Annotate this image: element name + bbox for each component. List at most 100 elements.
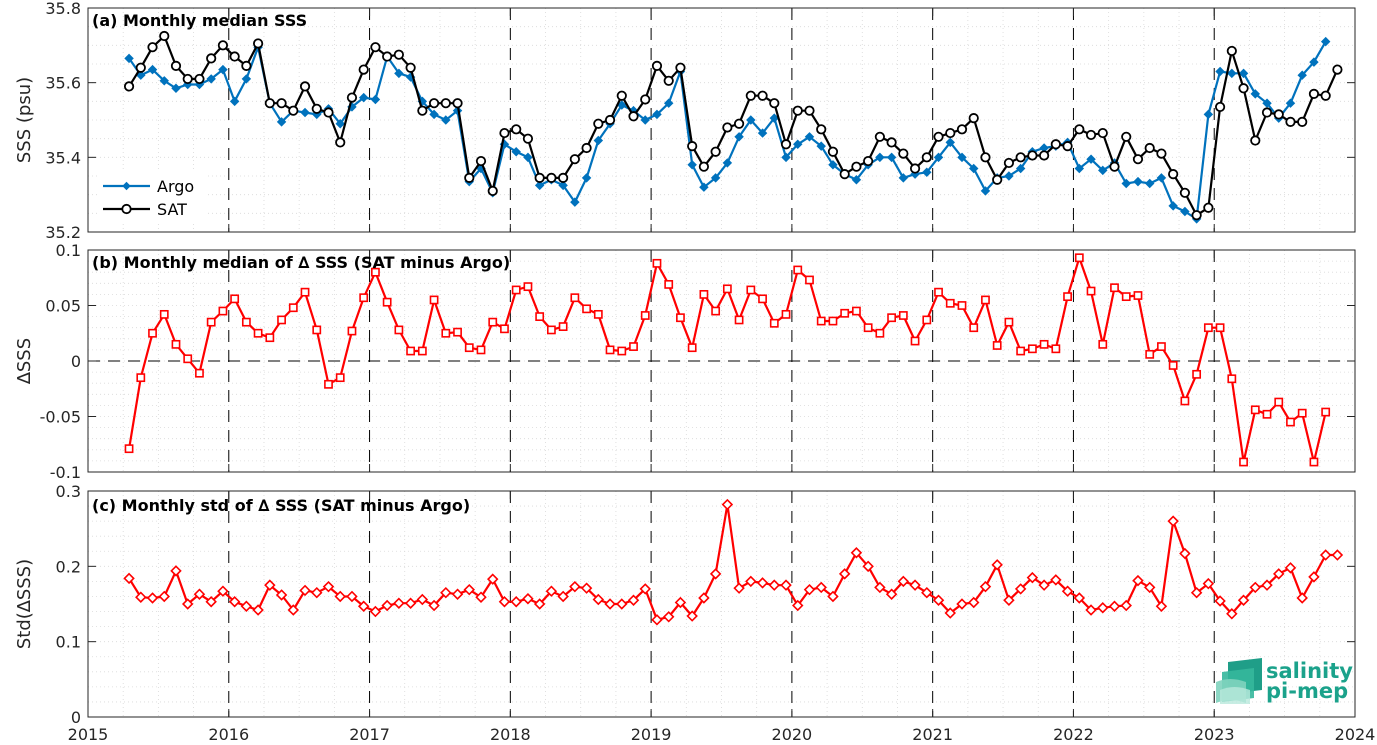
panel-c-series-point: [311, 586, 323, 599]
panel-a-sat-point: [417, 105, 428, 116]
panel-a-argo-point: [617, 100, 627, 110]
panel-c-series-point: [862, 560, 874, 573]
panel-a-grid: [88, 8, 1355, 232]
panel-a-sat-point: [945, 127, 956, 139]
panel-a-sat-point: [1261, 107, 1273, 118]
x-tick-label: 2019: [631, 725, 672, 744]
panel-a-argo-point: [968, 163, 979, 174]
panel-b-series-point: [617, 346, 627, 356]
panel-b-series-point: [758, 294, 767, 304]
panel-c-series-point: [1249, 581, 1262, 594]
panel-b-series-point: [206, 317, 216, 327]
panel-c-series-point: [322, 580, 335, 593]
panel-a-sat-point: [1273, 109, 1284, 120]
panel-a-sat-point: [1214, 101, 1226, 113]
panel-b-series-point: [852, 306, 861, 316]
panel-a-argo-point: [851, 175, 862, 185]
panel-c-series-point: [404, 597, 417, 609]
panel-a-sat-point: [1085, 129, 1097, 141]
panel-b-series-point: [664, 280, 674, 289]
panel-b-series-point: [230, 294, 240, 304]
panel-a-sat-point: [757, 90, 768, 101]
y-tick-label: -0.1: [50, 463, 81, 482]
panel-a-argo-point: [1074, 163, 1085, 174]
panel-c-series-point: [287, 604, 300, 616]
panel-c-series-point: [545, 585, 558, 597]
x-tick-label: 2015: [68, 725, 109, 744]
panel-b-series-point: [1262, 409, 1272, 419]
y-tick-label: 35.8: [45, 0, 81, 18]
panel-c-series-point: [1226, 608, 1238, 620]
panel-a-argo-point: [699, 182, 709, 192]
panel-b-series-point: [1110, 283, 1119, 293]
panel-c-series-point: [815, 581, 827, 594]
panel-a-argo-point: [241, 74, 252, 84]
panel-a-argo-point: [1250, 89, 1261, 99]
panel-b-series-point: [1168, 361, 1178, 370]
panel-b-series-point: [511, 285, 521, 295]
wave-logo-icon: [1216, 658, 1262, 704]
panel-a-sat-point: [1320, 90, 1331, 101]
panel-b-series-point: [300, 287, 310, 297]
panel-c-series-point: [135, 591, 147, 603]
panel-a-sat-point: [980, 152, 991, 163]
panel-a-sat-point: [1015, 152, 1026, 163]
panel-b-series-point: [1063, 292, 1072, 302]
panel-a-argo-point: [1086, 154, 1096, 164]
panel-a-argo-point: [1015, 163, 1026, 174]
panel-b-series-point: [476, 345, 486, 355]
panel-a-sat-point: [229, 51, 240, 62]
panel-c-series-point: [1108, 600, 1121, 612]
panel-a-sat-point: [299, 81, 311, 92]
panel-c-series-point: [205, 596, 217, 608]
panel-c-series-point: [1179, 547, 1191, 560]
legend-argo-marker: [122, 181, 131, 191]
panel-b-series-point: [1004, 317, 1014, 327]
panel-c-series-point: [299, 584, 311, 597]
panel-a-argo-point: [945, 137, 955, 148]
panel-b-series-point: [183, 354, 193, 364]
panel-a-argo-point: [1285, 98, 1296, 108]
panel-a-argo-point: [722, 158, 733, 168]
panel-a-argo-point: [687, 160, 697, 170]
panel-a-series: [123, 30, 1343, 224]
panel-a-sat-point: [147, 42, 158, 53]
panel-b-series-point: [1145, 349, 1155, 359]
panel-c-series-point: [627, 594, 640, 606]
x-tick-label: 2020: [772, 725, 813, 744]
panel-a-sat-point: [546, 172, 557, 183]
panel-a-argo-point: [206, 74, 216, 84]
panel-a-argo-point: [1133, 176, 1143, 187]
panel-b-series-point: [253, 328, 263, 338]
panel-a-sat-point: [992, 174, 1003, 185]
panel-a-argo-point: [652, 109, 662, 120]
panel-a-sat-point: [464, 172, 475, 183]
panel-b-series-point: [1227, 374, 1237, 384]
panel-a-sat-point: [769, 98, 780, 109]
panel-b-grid: [88, 250, 1355, 472]
panel-a-argo-point: [1297, 70, 1307, 80]
panel-b-series-point: [359, 293, 369, 303]
panel-b-series-point: [652, 258, 662, 268]
panel-c-series-point: [792, 599, 804, 612]
panel-c-series-point: [616, 598, 628, 610]
panel-a-y-ticks: 35.2 35.4 35.6 35.8: [45, 0, 1356, 242]
panel-c-series-point: [885, 588, 898, 600]
panel-b-series-point: [816, 316, 826, 326]
panel-c-series-point: [733, 582, 745, 594]
panel-c-series-point: [1014, 583, 1027, 595]
panel-a-sat-point: [581, 142, 592, 154]
panel-a-sat-point: [1039, 150, 1050, 161]
panel-c-series-point: [827, 590, 839, 603]
y-tick-label: 0.2: [56, 557, 81, 576]
panel-a-sat-point: [933, 131, 944, 142]
panel-c-series-point: [909, 579, 921, 591]
panel-c-series-point: [533, 598, 546, 610]
panel-a-argo-point: [570, 197, 580, 207]
panel-c-series-point: [592, 593, 605, 606]
panel-b-series-point: [136, 373, 146, 383]
panel-b-series-point: [241, 317, 251, 327]
panel-b-series-point: [875, 328, 885, 338]
panel-a-sat-point: [816, 124, 827, 135]
